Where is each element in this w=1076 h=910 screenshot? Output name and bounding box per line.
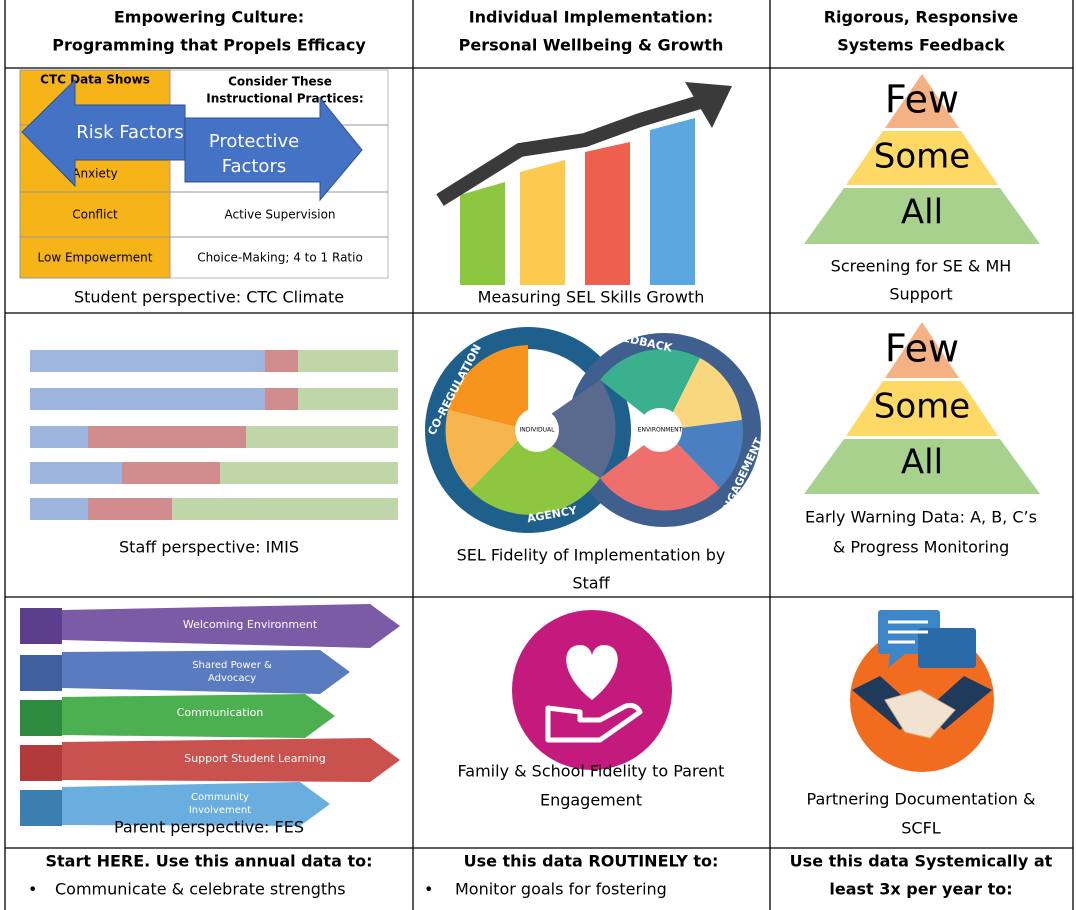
cell-caption: Student perspective: CTC Climate (74, 288, 344, 307)
header-text: Systems Feedback (837, 36, 1005, 55)
footer-bullet: Communicate & celebrate strengths (55, 880, 346, 899)
pyramid-image: Few Some All (804, 322, 1040, 494)
pyramid-label: All (901, 193, 943, 233)
pyramid-label: Few (885, 327, 959, 371)
ctc-text: Consider These (228, 75, 332, 89)
pyramid-label: Some (874, 137, 970, 177)
cell-caption: Engagement (540, 791, 642, 810)
header-text: Rigorous, Responsive (824, 8, 1019, 27)
arrow-label: Protective (209, 131, 299, 152)
footer-heading: Use this data ROUTINELY to: (464, 852, 719, 871)
table-grid (4, 0, 1074, 910)
cell-caption: & Progress Monitoring (833, 538, 1010, 557)
fes-label: Welcoming Environment (183, 618, 318, 631)
ctc-image: CTC Data Shows Consider These Instructio… (19, 69, 389, 279)
fes-image: Welcoming Environment Shared Power & Adv… (20, 604, 400, 826)
arrow-label: Factors (222, 156, 286, 177)
cell-caption: Screening for SE & MH (831, 257, 1012, 276)
fes-label: Advocacy (208, 673, 256, 684)
footer-heading: Use this data Systemically at (790, 852, 1053, 871)
wheel-label: ENVIRONMENT (638, 427, 683, 434)
fes-label: Support Student Learning (184, 752, 326, 765)
pyramid-label: Few (885, 78, 959, 122)
bullet-dot: • (28, 880, 37, 899)
header-text: Empowering Culture: (114, 8, 304, 27)
header-text: Individual Implementation: (469, 8, 714, 27)
ctc-text: Instructional Practices: (206, 92, 363, 106)
bullet-dot: • (424, 880, 433, 899)
cell-caption: Family & School Fidelity to Parent (458, 762, 725, 781)
cell-caption: Early Warning Data: A, B, C’s (805, 508, 1037, 527)
header-text: Personal Wellbeing & Growth (459, 36, 724, 55)
cell-caption: Support (889, 285, 952, 304)
footer-heading: Start HERE. Use this annual data to: (46, 852, 373, 871)
cell-caption: SCFL (901, 819, 941, 838)
wheel-image: INDIVIDUAL ENVIRONMENT CO-REGULATION FEE… (425, 327, 766, 533)
pyramid-label: Some (874, 387, 970, 427)
cell-caption: Staff perspective: IMIS (119, 538, 299, 557)
cell-caption: Partnering Documentation & (807, 790, 1036, 809)
cell-caption: SEL Fidelity of Implementation by (457, 546, 726, 565)
footer-heading: least 3x per year to: (829, 880, 1012, 899)
header-text: Programming that Propels Efficacy (52, 36, 366, 55)
footer-bullet: Monitor goals for fostering (455, 880, 667, 899)
ctc-text: CTC Data Shows (40, 73, 150, 87)
ctc-text: Anxiety (72, 167, 117, 181)
fes-label: Shared Power & (192, 660, 272, 671)
heart-hand-icon (512, 610, 672, 770)
pyramid-image: Few Some All (804, 74, 1040, 244)
growth-image (436, 82, 732, 285)
handshake-icon (850, 610, 994, 772)
ctc-text: Conflict (72, 208, 118, 222)
fes-label: Involvement (189, 805, 251, 816)
ctc-text: Choice-Making; 4 to 1 Ratio (197, 251, 363, 265)
pyramid-label: All (901, 443, 943, 483)
fes-label: Community (191, 792, 249, 803)
fes-label: Communication (177, 706, 264, 719)
ctc-text: Low Empowerment (38, 251, 153, 265)
wheel-label: INDIVIDUAL (520, 427, 556, 434)
cell-caption: Measuring SEL Skills Growth (478, 288, 705, 307)
cell-caption: Staff (572, 574, 610, 593)
arrow-label: Risk Factors (76, 122, 184, 143)
imis-image (30, 350, 398, 520)
ctc-text: Active Supervision (224, 208, 335, 222)
cell-caption: Parent perspective: FES (114, 818, 304, 837)
